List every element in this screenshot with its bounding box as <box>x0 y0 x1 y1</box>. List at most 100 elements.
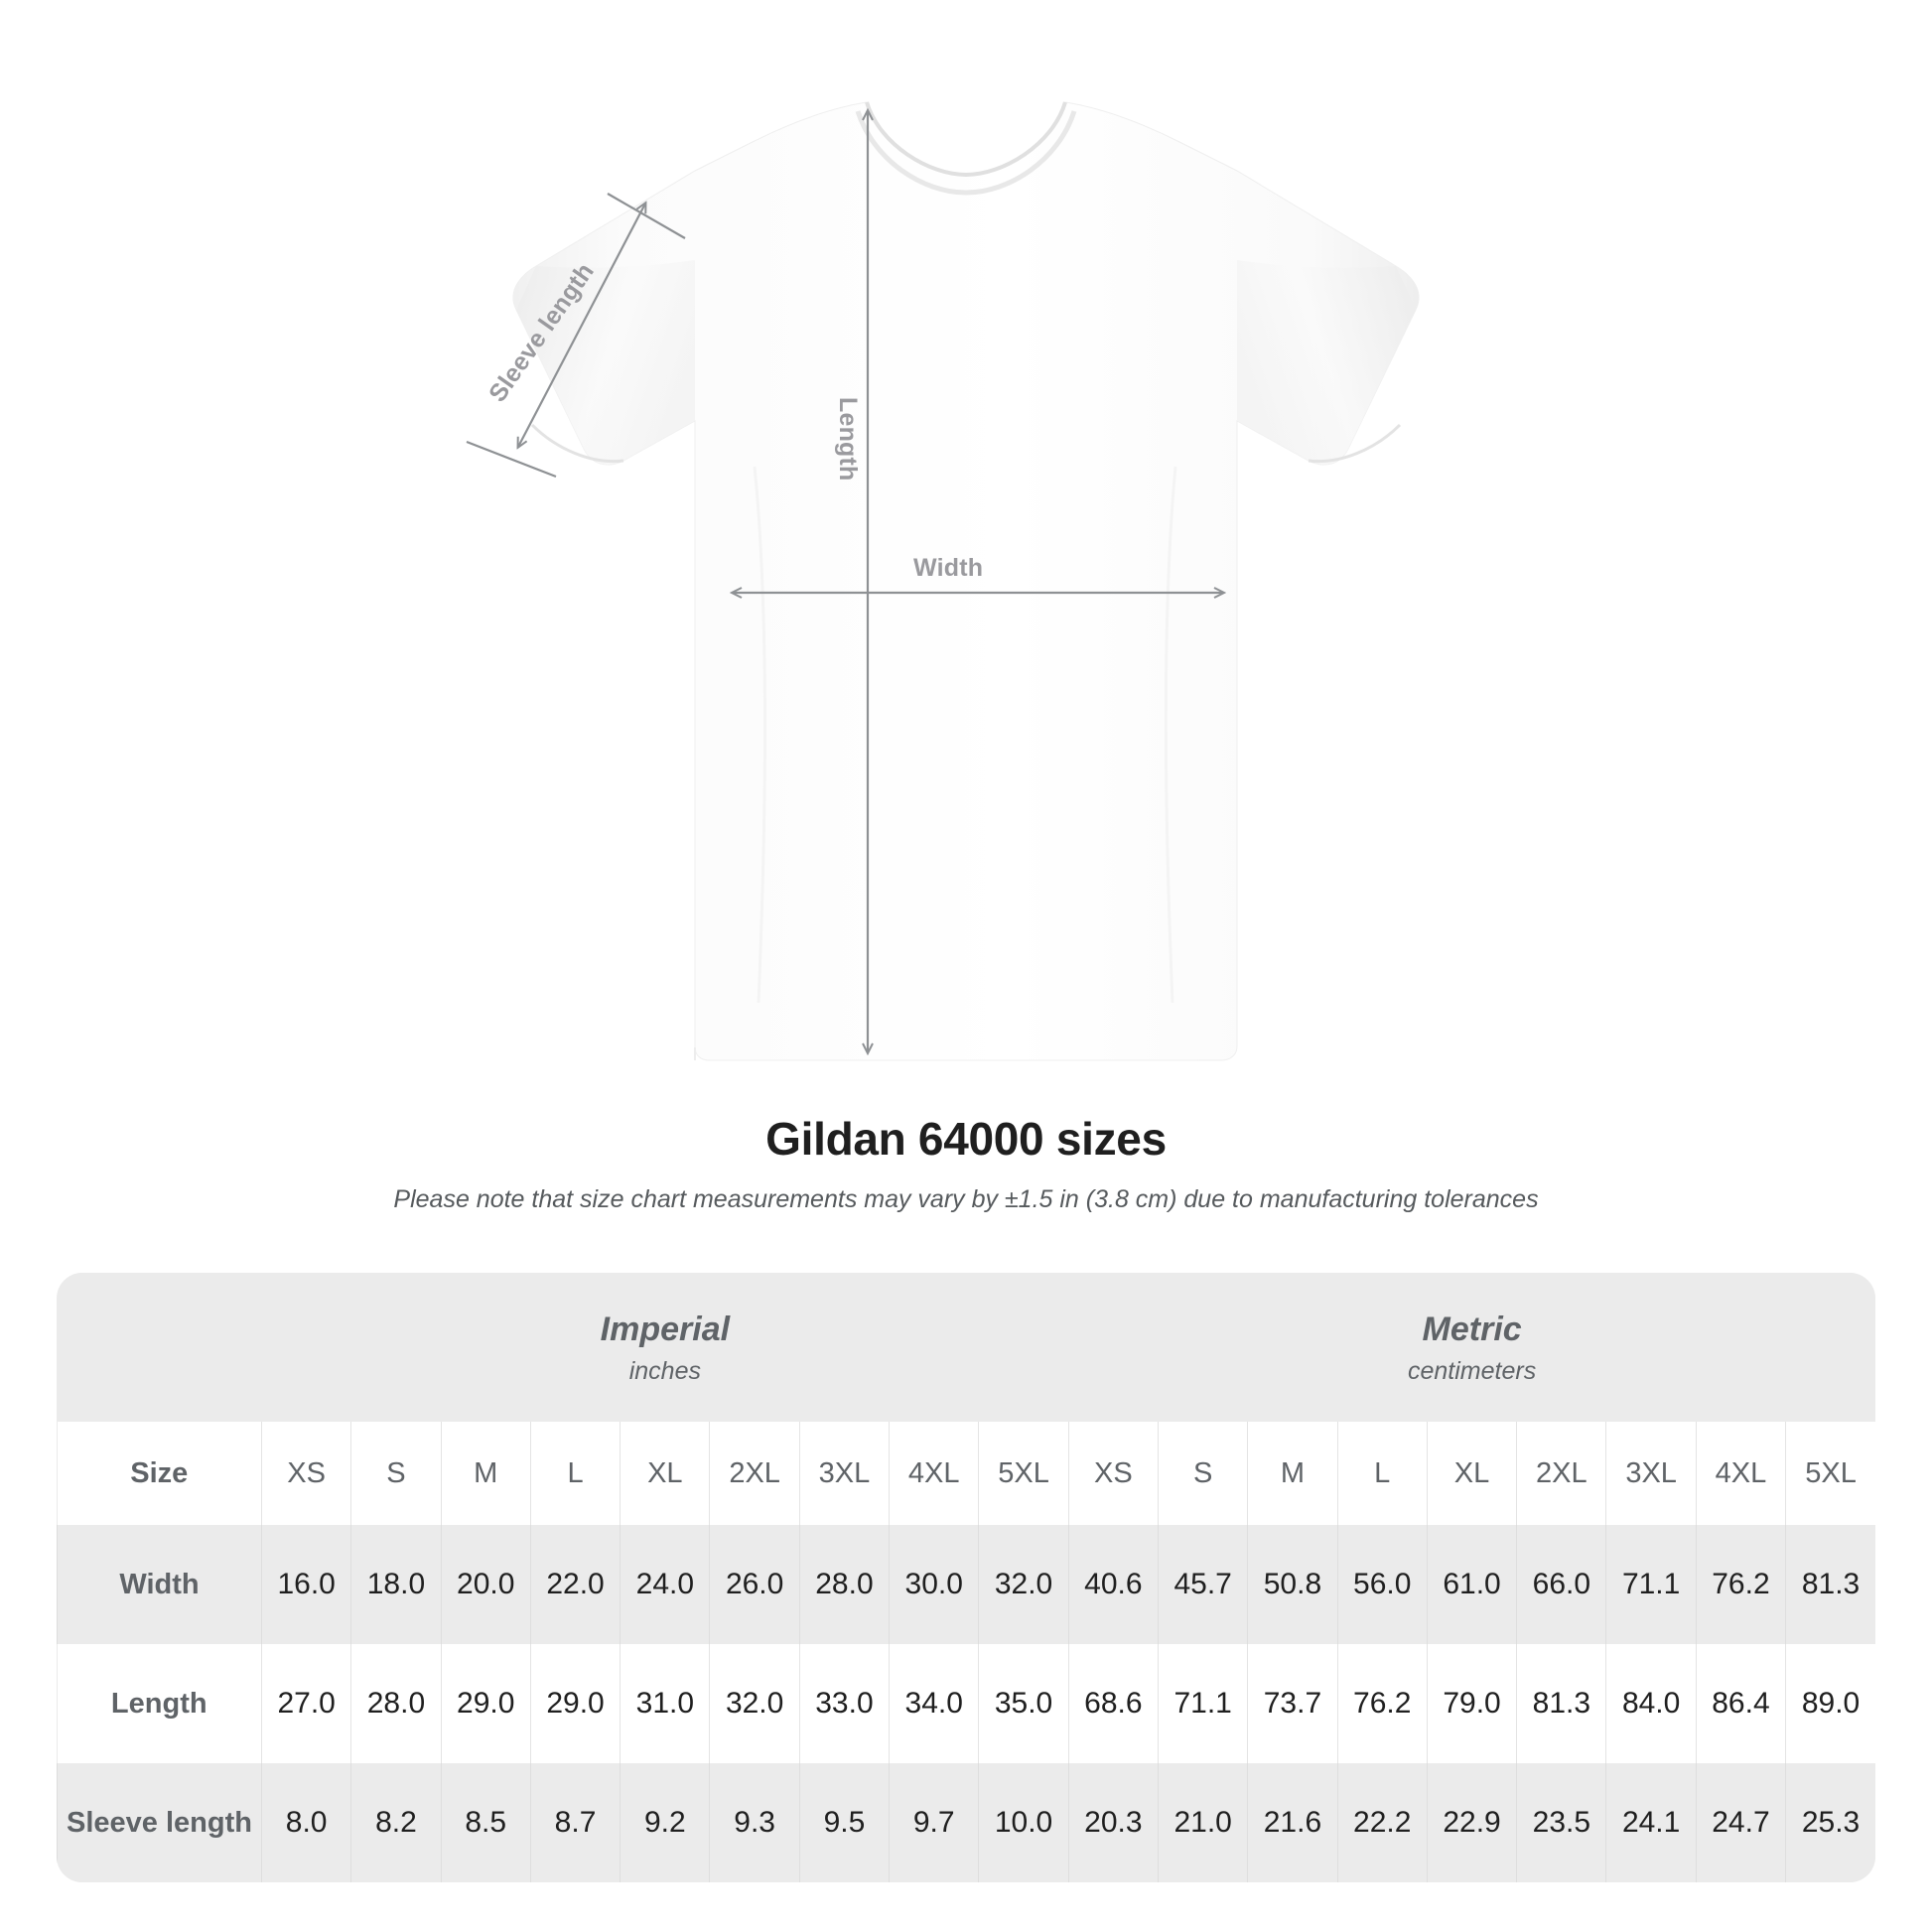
width-metric-s: 45.7 <box>1157 1525 1248 1644</box>
sleeve-imperial-xs: 8.0 <box>260 1763 351 1882</box>
size-table: Imperial inches Metric centimeters Size … <box>57 1273 1875 1882</box>
sleeve-imperial-l: 8.7 <box>529 1763 621 1882</box>
sleeve-imperial-4xl: 9.7 <box>889 1763 979 1882</box>
length-metric-5xl: 89.0 <box>1785 1644 1875 1763</box>
sleeve-metric-2xl: 23.5 <box>1516 1763 1606 1882</box>
length-imperial-l: 29.0 <box>529 1644 621 1763</box>
tshirt-diagram: Width Length Sleeve length <box>466 101 1420 1061</box>
width-metric-m: 50.8 <box>1247 1525 1338 1644</box>
row-label-length: Length <box>57 1644 262 1763</box>
title-block: Gildan 64000 sizes Please note that size… <box>0 1102 1932 1214</box>
width-imperial-3xl: 28.0 <box>798 1525 890 1644</box>
sleeve-tick-bottom <box>466 440 557 479</box>
sleeve-metric-s: 21.0 <box>1157 1763 1248 1882</box>
length-metric-4xl: 86.4 <box>1695 1644 1786 1763</box>
length-metric-l: 76.2 <box>1336 1644 1428 1763</box>
imperial-system-cell: Imperial inches <box>261 1273 1069 1422</box>
sleeve-tick-top <box>607 193 686 239</box>
table-row-length: Length 27.0 28.0 29.0 29.0 31.0 32.0 33.… <box>57 1644 1875 1763</box>
sleeve-imperial-2xl: 9.3 <box>709 1763 800 1882</box>
tshirt-illustration-svg <box>466 101 1420 1061</box>
size-header-metric-l: L <box>1336 1422 1428 1525</box>
size-header-imperial-m: M <box>440 1422 531 1525</box>
length-metric-m: 73.7 <box>1247 1644 1338 1763</box>
length-imperial-xl: 31.0 <box>620 1644 710 1763</box>
system-header-row: Imperial inches Metric centimeters <box>57 1273 1875 1422</box>
size-header-row: Size XS S M L XL 2XL 3XL 4XL 5XL XS S M … <box>57 1422 1875 1525</box>
width-imperial-4xl: 30.0 <box>889 1525 979 1644</box>
width-imperial-l: 22.0 <box>529 1525 621 1644</box>
size-header-label: Size <box>57 1422 262 1525</box>
length-imperial-3xl: 33.0 <box>798 1644 890 1763</box>
metric-system-cell: Metric centimeters <box>1068 1273 1875 1422</box>
width-metric-l: 56.0 <box>1336 1525 1428 1644</box>
sleeve-metric-l: 22.2 <box>1336 1763 1428 1882</box>
length-metric-xl: 79.0 <box>1426 1644 1517 1763</box>
length-metric-s: 71.1 <box>1157 1644 1248 1763</box>
page-title: Gildan 64000 sizes <box>765 1113 1167 1165</box>
width-imperial-5xl: 32.0 <box>978 1525 1069 1644</box>
width-imperial-m: 20.0 <box>440 1525 531 1644</box>
size-header-imperial-s: S <box>350 1422 442 1525</box>
size-header-metric-5xl: 5XL <box>1785 1422 1875 1525</box>
system-spacer-cell <box>57 1273 262 1422</box>
sleeve-imperial-m: 8.5 <box>440 1763 531 1882</box>
length-imperial-m: 29.0 <box>440 1644 531 1763</box>
width-imperial-xs: 16.0 <box>260 1525 351 1644</box>
size-header-imperial-3xl: 3XL <box>798 1422 890 1525</box>
sleeve-arrow <box>518 204 645 447</box>
size-header-imperial-4xl: 4XL <box>889 1422 979 1525</box>
row-label-sleeve-length: Sleeve length <box>57 1763 262 1882</box>
size-header-metric-3xl: 3XL <box>1605 1422 1697 1525</box>
sleeve-metric-xs: 20.3 <box>1067 1763 1159 1882</box>
length-imperial-5xl: 35.0 <box>978 1644 1069 1763</box>
length-label: Length <box>834 397 862 482</box>
width-metric-5xl: 81.3 <box>1785 1525 1875 1644</box>
tolerance-note: Please note that size chart measurements… <box>393 1185 1539 1213</box>
row-label-width: Width <box>57 1525 262 1644</box>
size-header-metric-4xl: 4XL <box>1695 1422 1786 1525</box>
size-header-imperial-xl: XL <box>620 1422 710 1525</box>
sleeve-metric-3xl: 24.1 <box>1605 1763 1697 1882</box>
width-imperial-xl: 24.0 <box>620 1525 710 1644</box>
length-metric-xs: 68.6 <box>1067 1644 1159 1763</box>
sleeve-metric-4xl: 24.7 <box>1695 1763 1786 1882</box>
width-imperial-2xl: 26.0 <box>709 1525 800 1644</box>
length-imperial-xs: 27.0 <box>260 1644 351 1763</box>
sleeve-metric-5xl: 25.3 <box>1785 1763 1875 1882</box>
size-header-imperial-l: L <box>529 1422 621 1525</box>
sleeve-imperial-xl: 9.2 <box>620 1763 710 1882</box>
sleeve-imperial-s: 8.2 <box>350 1763 442 1882</box>
sleeve-imperial-3xl: 9.5 <box>798 1763 890 1882</box>
size-header-imperial-5xl: 5XL <box>978 1422 1069 1525</box>
table-row-sleeve-length: Sleeve length 8.0 8.2 8.5 8.7 9.2 9.3 9.… <box>57 1763 1875 1882</box>
size-header-metric-2xl: 2XL <box>1516 1422 1606 1525</box>
length-imperial-2xl: 32.0 <box>709 1644 800 1763</box>
metric-title: Metric <box>1422 1311 1522 1349</box>
measurement-lines <box>466 111 1223 1052</box>
size-table-wrapper: Imperial inches Metric centimeters Size … <box>57 1273 1875 1882</box>
width-metric-xs: 40.6 <box>1067 1525 1159 1644</box>
table-row-width: Width 16.0 18.0 20.0 22.0 24.0 26.0 28.0… <box>57 1525 1875 1644</box>
width-imperial-s: 18.0 <box>350 1525 442 1644</box>
imperial-title: Imperial <box>600 1311 731 1349</box>
length-metric-3xl: 84.0 <box>1605 1644 1697 1763</box>
imperial-unit: inches <box>628 1356 701 1385</box>
sleeve-imperial-5xl: 10.0 <box>978 1763 1069 1882</box>
size-header-metric-s: S <box>1157 1422 1248 1525</box>
size-header-metric-xs: XS <box>1067 1422 1159 1525</box>
size-header-imperial-2xl: 2XL <box>709 1422 800 1525</box>
length-metric-2xl: 81.3 <box>1516 1644 1606 1763</box>
width-metric-3xl: 71.1 <box>1605 1525 1697 1644</box>
width-metric-4xl: 76.2 <box>1695 1525 1786 1644</box>
length-imperial-s: 28.0 <box>350 1644 442 1763</box>
sleeve-metric-m: 21.6 <box>1247 1763 1338 1882</box>
size-header-metric-xl: XL <box>1426 1422 1517 1525</box>
sleeve-metric-xl: 22.9 <box>1426 1763 1517 1882</box>
metric-unit: centimeters <box>1407 1356 1537 1385</box>
size-header-metric-m: M <box>1247 1422 1338 1525</box>
size-header-imperial-xs: XS <box>260 1422 351 1525</box>
width-metric-xl: 61.0 <box>1426 1525 1517 1644</box>
width-label: Width <box>913 554 984 582</box>
